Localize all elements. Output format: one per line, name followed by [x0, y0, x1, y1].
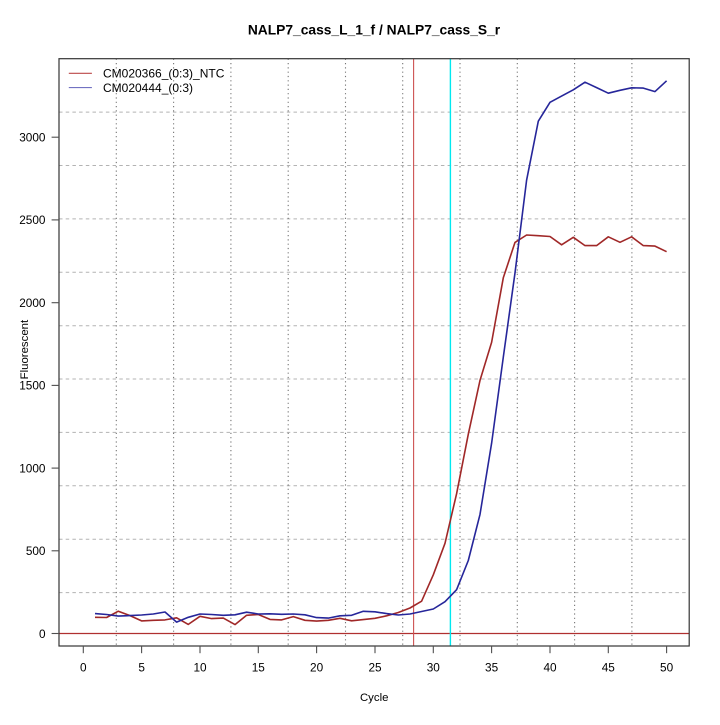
svg-text:Fluorescent: Fluorescent [19, 319, 31, 379]
svg-text:40: 40 [543, 661, 557, 675]
svg-text:2500: 2500 [19, 213, 46, 227]
svg-text:3000: 3000 [19, 131, 46, 145]
svg-text:0: 0 [80, 661, 87, 675]
svg-text:25: 25 [368, 661, 382, 675]
svg-text:45: 45 [602, 661, 616, 675]
svg-text:35: 35 [485, 661, 499, 675]
svg-text:1000: 1000 [19, 461, 46, 475]
svg-text:Cycle: Cycle [360, 692, 388, 704]
svg-text:50: 50 [660, 661, 674, 675]
svg-text:1500: 1500 [19, 379, 46, 393]
svg-text:2000: 2000 [19, 296, 46, 310]
svg-text:20: 20 [310, 661, 324, 675]
svg-text:30: 30 [427, 661, 441, 675]
svg-text:NALP7_cass_L_1_f / NALP7_cass_: NALP7_cass_L_1_f / NALP7_cass_S_r [248, 22, 501, 37]
svg-text:500: 500 [26, 544, 46, 558]
svg-text:15: 15 [252, 661, 266, 675]
svg-text:CM020444_(0:3): CM020444_(0:3) [103, 81, 193, 95]
svg-text:CM020366_(0:3)_NTC: CM020366_(0:3)_NTC [103, 67, 225, 81]
svg-text:5: 5 [138, 661, 145, 675]
svg-text:10: 10 [193, 661, 207, 675]
svg-text:0: 0 [39, 627, 46, 641]
